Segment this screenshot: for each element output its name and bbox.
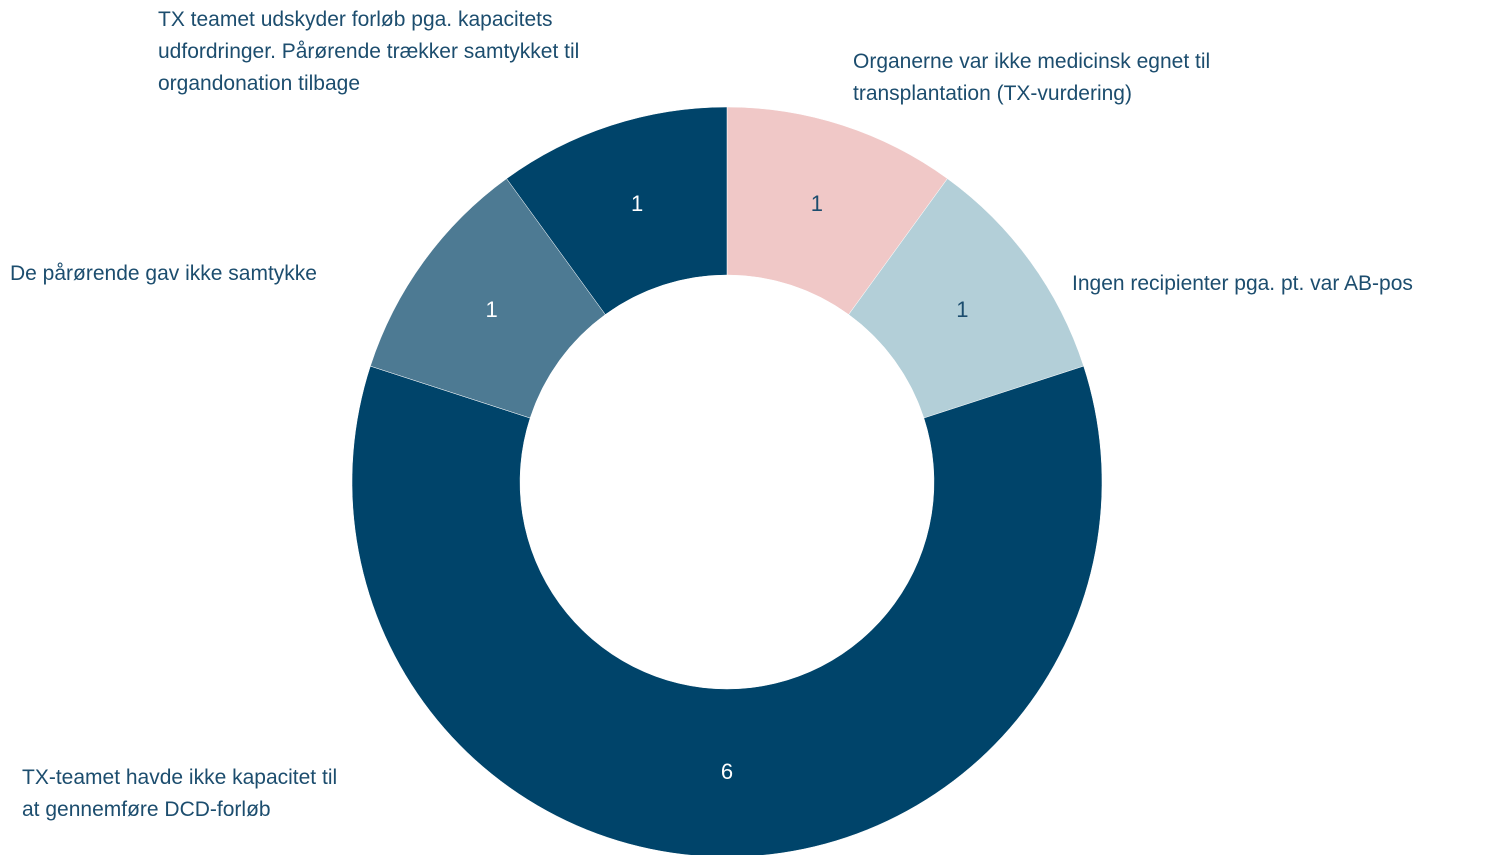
donut-segment [351,365,1103,855]
category-label: TX-teamet havde ikke kapacitet til at ge… [22,766,338,821]
category-label: TX teamet udskyder forløb pga. kapacitet… [158,8,580,95]
value-label: 6 [721,759,733,784]
category-label: De pårørende gav ikke samtykke [10,262,317,285]
value-label: 1 [485,297,497,322]
donut-segment [506,106,728,315]
category-label: Ingen recipienter pga. pt. var AB-pos [1072,272,1413,295]
value-label: 1 [811,191,823,216]
value-label: 1 [631,191,643,216]
value-label: 1 [956,297,968,322]
category-label: Organerne var ikke medicinsk egnet til t… [853,50,1211,105]
